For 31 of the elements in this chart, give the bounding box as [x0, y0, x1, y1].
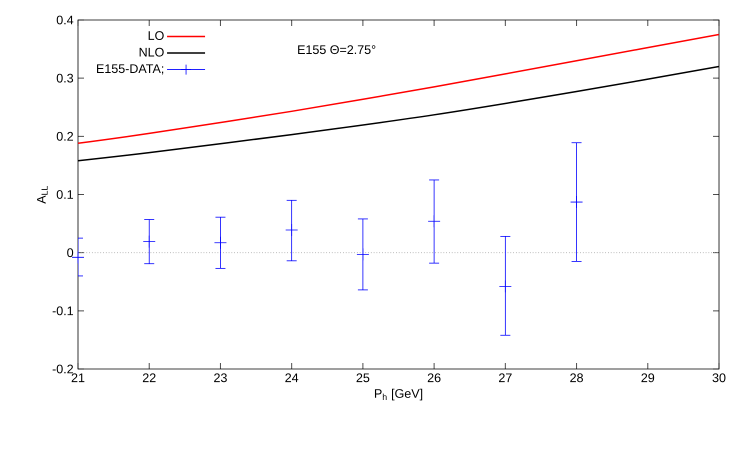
y-axis-title: A$_{LL}$: [37, 186, 48, 204]
point: [214, 236, 227, 250]
point: [356, 248, 370, 261]
x-tick-label: 28: [570, 373, 583, 382]
annotation: E155 Θ=2.75°: [298, 45, 376, 54]
y-tick-label: 0.4: [56, 16, 74, 24]
x-tick-label: 24: [285, 373, 298, 382]
legend-label: E155-DATA;: [97, 64, 164, 75]
x-tick-label: 30: [712, 373, 726, 382]
x-axis-title: P$_{h}$ [GeV]: [374, 388, 422, 400]
legend-label: NLO: [140, 48, 164, 57]
point: [570, 196, 583, 208]
point: [285, 224, 298, 236]
y-tick-label: -0.2: [52, 364, 74, 374]
x-tick-label: 29: [641, 373, 654, 382]
point: [498, 280, 512, 293]
y-tick-label: 0: [67, 248, 74, 258]
y-tick-label: 0.3: [56, 74, 74, 83]
y-tick-label: -0.1: [52, 306, 74, 316]
point: [428, 214, 441, 228]
x-tick-label: 27: [499, 373, 512, 382]
x-tick-label: 23: [214, 373, 227, 382]
x-tick-label: 25: [356, 373, 370, 382]
y-tick-label: 0.1: [56, 190, 74, 199]
x-tick-label: 26: [428, 373, 441, 382]
x-tick-label: 21: [72, 373, 84, 382]
point: [142, 235, 156, 248]
legend-label: LO: [148, 31, 164, 40]
y-tick-label: 0.2: [56, 132, 74, 141]
point: [72, 250, 84, 264]
x-tick-label: 22: [142, 373, 156, 382]
